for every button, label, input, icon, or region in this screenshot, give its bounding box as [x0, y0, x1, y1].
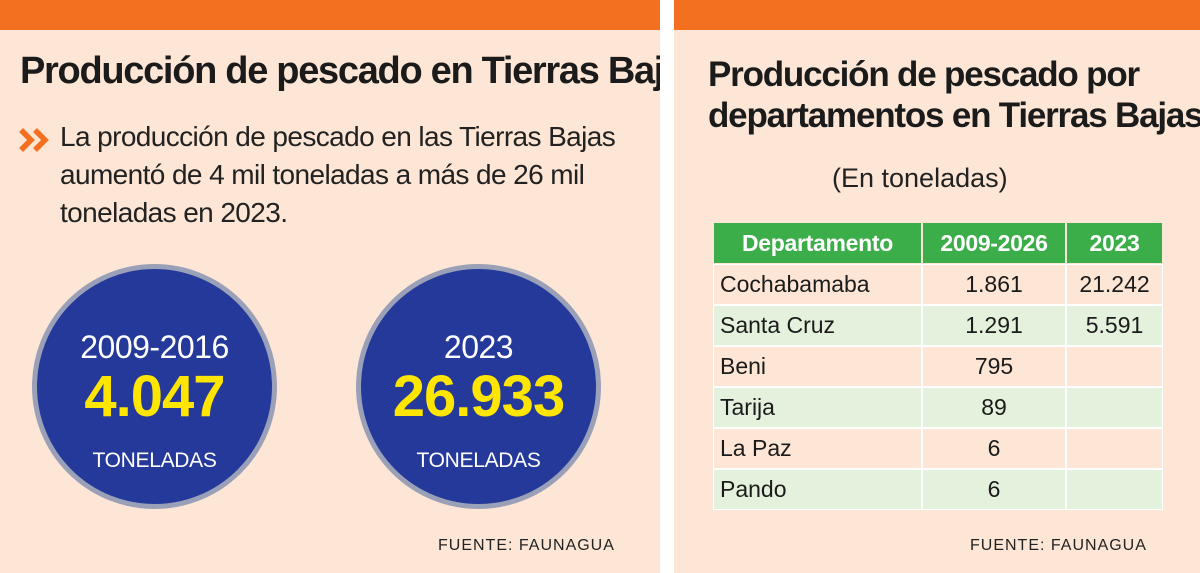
top-accent-bar	[674, 0, 1200, 30]
value-cell: 1.861	[923, 265, 1065, 304]
stat-circle-2023: 2023 26.933 TONELADAS	[356, 264, 601, 509]
department-cell: Beni	[714, 347, 921, 386]
top-accent-bar	[0, 0, 660, 30]
department-cell: La Paz	[714, 429, 921, 468]
left-panel-title: Producción de pescado en Tierras Bajas	[20, 50, 660, 92]
department-cell: Cochabamaba	[714, 265, 921, 304]
value-cell: 6	[923, 470, 1065, 509]
table-row: Tarija 89	[714, 388, 1162, 427]
stat-period: 2023	[443, 329, 514, 365]
stat-unit: TONELADAS	[416, 449, 541, 472]
source-note: FUENTE: FAUNAGUA	[970, 537, 1147, 554]
column-header-departamento: Departamento	[714, 223, 921, 263]
table-row: Pando 6	[714, 470, 1162, 509]
source-note: FUENTE: FAUNAGUA	[438, 537, 615, 554]
stat-period: 2009-2016	[80, 329, 229, 365]
value-cell: 1.291	[923, 306, 1065, 345]
value-cell: 795	[923, 347, 1065, 386]
table-subtitle: (En toneladas)	[832, 163, 1008, 193]
title-line: departamentos en Tierras Bajas	[708, 96, 1200, 135]
department-cell: Pando	[714, 470, 921, 509]
production-table: Departamento 2009-2026 2023 Cochabamaba …	[712, 221, 1164, 511]
column-header-2023: 2023	[1067, 223, 1162, 263]
right-panel: Producción de pescado por departamentos …	[674, 0, 1200, 573]
double-chevron-right-icon	[19, 128, 49, 152]
table-header-row: Departamento 2009-2026 2023	[714, 223, 1162, 263]
right-panel-title: Producción de pescado por departamentos …	[708, 54, 1200, 136]
value-cell	[1067, 470, 1162, 509]
stat-value: 26.933	[392, 364, 565, 429]
department-cell: Santa Cruz	[714, 306, 921, 345]
department-cell: Tarija	[714, 388, 921, 427]
stat-unit: TONELADAS	[92, 449, 217, 472]
value-cell: 21.242	[1067, 265, 1162, 304]
value-cell: 6	[923, 429, 1065, 468]
value-cell: 89	[923, 388, 1065, 427]
production-description: La producción de pescado en las Tierras …	[60, 121, 616, 228]
stat-circle-2009-2016: 2009-2016 4.047 TONELADAS	[32, 264, 277, 509]
value-cell: 5.591	[1067, 306, 1162, 345]
value-cell	[1067, 347, 1162, 386]
table-row: La Paz 6	[714, 429, 1162, 468]
stat-value: 4.047	[84, 364, 225, 429]
table-row: Cochabamaba 1.861 21.242	[714, 265, 1162, 304]
title-line: Producción de pescado por	[708, 55, 1140, 94]
left-panel: Producción de pescado en Tierras Bajas L…	[0, 0, 660, 573]
table-row: Beni 795	[714, 347, 1162, 386]
value-cell	[1067, 388, 1162, 427]
column-header-2009-2026: 2009-2026	[923, 223, 1065, 263]
table-row: Santa Cruz 1.291 5.591	[714, 306, 1162, 345]
value-cell	[1067, 429, 1162, 468]
